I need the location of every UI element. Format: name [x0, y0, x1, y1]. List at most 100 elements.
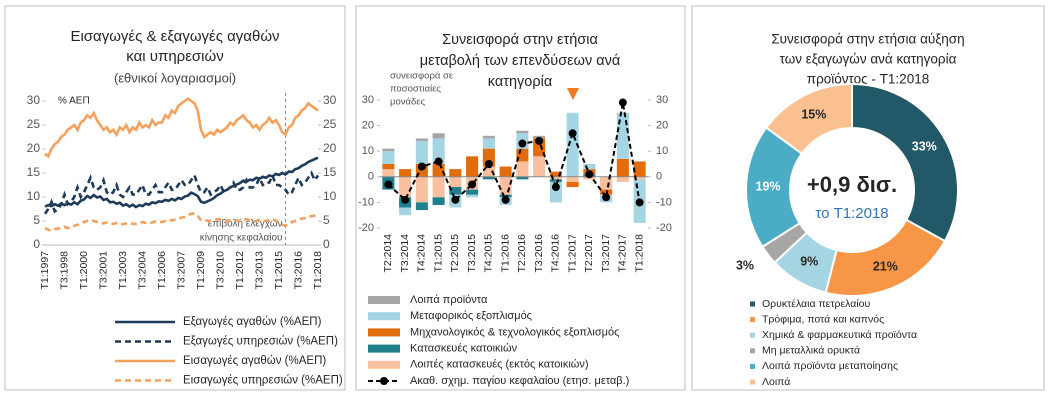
chart-title: προϊόντος - T1:2018: [807, 72, 929, 87]
x-tick-label: T1:2015: [432, 234, 444, 273]
line-point: [618, 98, 627, 107]
bar-segment: [432, 197, 445, 205]
line-point: [384, 180, 393, 189]
y2-tick-label: 30: [323, 93, 337, 107]
chart-title: Συνεισφορά στην ετήσια: [442, 32, 598, 48]
x-tick-label: T4:2016: [550, 234, 562, 273]
x-tick-label: T3:2010: [214, 251, 226, 290]
y-tick-label: 10: [362, 145, 374, 157]
legend-label: Εξαγωγές υπηρεσιών (%ΑΕΠ): [183, 336, 338, 348]
legend-label: Λοιπά προϊόντα μεταποίησης: [762, 360, 898, 372]
bar-segment: [482, 138, 495, 149]
y-tick-label: 0: [33, 237, 40, 251]
legend-label: Λοιπά: [762, 376, 790, 388]
panel: [4, 5, 346, 391]
y-tick-label: -20: [358, 222, 374, 234]
legend-label: Μεταφορικός εξοπλισμός: [410, 310, 532, 322]
x-tick-label: T4:2017: [617, 234, 629, 273]
legend-label: Ακαθ. σχημ. παγίου κεφαλαίου (ετησ. μετα…: [410, 375, 629, 387]
bar-segment: [482, 176, 495, 180]
legend-label: Χημικά & φαρμακευτικά προϊόντα: [762, 329, 917, 341]
highlight-marker: [567, 88, 579, 100]
y2-tick-label: 20: [656, 120, 668, 132]
line-point: [602, 193, 611, 202]
data-label: 21%: [873, 259, 898, 273]
data-label: 3%: [736, 258, 754, 272]
chart-title: κατηγορία: [488, 74, 552, 90]
line-point: [484, 160, 493, 168]
line-point: [585, 170, 594, 179]
bar-segment: [382, 148, 395, 152]
y2-tick-label: 30: [656, 94, 668, 106]
bar-segment: [516, 130, 529, 134]
y2-tick-label: 0: [323, 237, 330, 251]
x-tick-label: T2:2016: [516, 234, 528, 273]
y-tick-label: 5: [33, 213, 40, 227]
y2-tick-label: -10: [656, 196, 672, 208]
bar-segment: [432, 176, 445, 198]
x-tick-label: T2:2017: [583, 234, 595, 273]
x-tick-label: T3:2016: [533, 234, 545, 273]
x-tick-label: T1:2009: [195, 251, 207, 290]
x-tick-label: T1:2018: [312, 251, 324, 290]
x-tick-label: T1:2003: [117, 251, 129, 290]
bar-segment: [566, 176, 579, 182]
bar-segment: [533, 156, 546, 177]
legend-label: Λοιπές κατασκευές (εκτός κατοικιών): [410, 359, 589, 371]
legend-swatch: [368, 312, 400, 321]
x-tick-label: T1:2017: [566, 234, 578, 273]
donut-slice: [764, 82, 853, 155]
chart-title: Εισαγωγές & εξαγωγές αγαθών: [70, 28, 279, 45]
chart-title: των εξαγωγών ανά κατηγορία: [780, 52, 957, 67]
bar-segment: [499, 176, 512, 195]
line-point: [635, 198, 644, 207]
bar-segment: [466, 194, 479, 198]
legend-swatch: [750, 332, 755, 338]
line-point: [501, 195, 510, 204]
bar-segment: [566, 181, 579, 188]
chart-title: μεταβολή των επενδύσεων ανά: [420, 53, 621, 69]
bar-segment: [616, 176, 629, 182]
line-point: [551, 183, 560, 192]
y-tick-label: 30: [362, 94, 374, 106]
bar-segment: [382, 164, 395, 170]
x-tick-label: T1:2018: [633, 234, 645, 273]
x-tick-label: T3:2016: [292, 251, 304, 290]
x-tick-label: T1:1997: [39, 251, 51, 290]
center-value: +0,9 δισ.: [807, 172, 897, 197]
legend-swatch: [368, 344, 400, 353]
x-tick-label: T4:2015: [483, 234, 495, 273]
legend-label: Τρόφιμα, ποτά και καπνός: [762, 313, 884, 325]
y-axis-label: συνεισφορά σε: [390, 71, 454, 82]
legend-swatch: [750, 348, 755, 354]
y-axis-label: % ΑΕΠ: [58, 96, 90, 107]
y2-tick-label: 10: [323, 189, 337, 203]
data-label: 33%: [912, 140, 937, 154]
line-series: [387, 102, 641, 203]
line-series: [43, 170, 320, 215]
x-tick-label: T2:2014: [382, 234, 394, 273]
line-series: [44, 211, 319, 232]
legend-label: Μη μεταλλικά ορυκτά: [762, 345, 860, 357]
bar-segment: [432, 138, 445, 164]
bar-segment: [382, 151, 395, 164]
bar-segment: [449, 169, 462, 177]
annotation: κίνησης κεφαλαίου: [200, 232, 283, 244]
y-axis-label: μονάδες: [390, 97, 426, 108]
data-label: 19%: [756, 180, 781, 194]
bar-segment: [516, 176, 529, 180]
y-tick-label: 30: [27, 93, 41, 107]
y2-tick-label: 25: [323, 117, 337, 131]
line-point: [535, 136, 544, 145]
center-label: το T1:2018: [815, 205, 888, 222]
legend-label: Κατασκευές κατοικιών: [410, 343, 518, 355]
legend-label: Εξαγωγές αγαθών (%ΑΕΠ): [183, 316, 322, 328]
bar-segment: [482, 135, 495, 139]
bar-segment: [549, 176, 562, 180]
legend-swatch: [368, 328, 400, 337]
bar-segment: [415, 140, 428, 164]
legend-swatch: [750, 363, 755, 369]
x-tick-label: T1:2016: [499, 234, 511, 273]
x-tick-label: T3:2004: [136, 251, 148, 290]
